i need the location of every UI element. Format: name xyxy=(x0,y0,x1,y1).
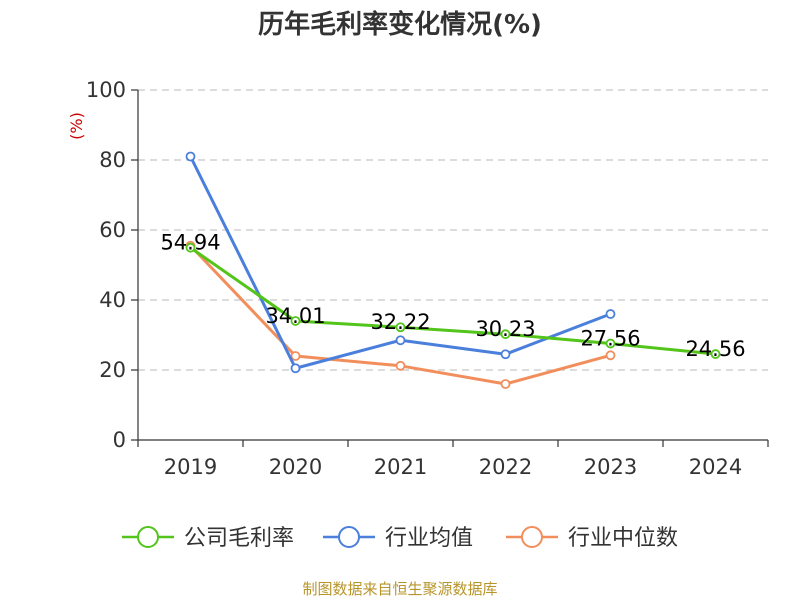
chart-title: 历年毛利率变化情况(%) xyxy=(258,10,542,40)
series-1-point-2024 xyxy=(710,349,721,359)
x-tick-label-2023: 2023 xyxy=(584,455,637,479)
series-2-point-2021 xyxy=(395,335,406,346)
axes: 0 20 40 60 80 100 2019 2020 2021 2022 2023 2024 xyxy=(86,78,769,479)
x-tick-label-2019: 2019 xyxy=(164,455,217,479)
x-tick-label-2024: 2024 xyxy=(689,455,742,479)
data-label-2024: 24.56 xyxy=(685,337,745,361)
legend-item-1[interactable]: 公司毛利率 xyxy=(122,526,294,551)
series-3-point-2021 xyxy=(395,360,406,371)
series-2-point-2020 xyxy=(290,363,301,374)
y-tick-label: 40 xyxy=(99,288,126,312)
legend-marker xyxy=(338,526,360,548)
legend-item-2[interactable]: 行业均值 xyxy=(323,526,473,551)
legend-label: 行业中位数 xyxy=(568,526,678,551)
source-footer: 制图数据来自恒生聚源数据库 xyxy=(302,580,498,598)
y-tick-label: 60 xyxy=(99,218,126,242)
data-label-2020: 34.01 xyxy=(265,304,325,328)
data-labels: 54.94 34.01 32.22 30.23 27.56 24.56 xyxy=(160,231,745,361)
y-tick-label: 80 xyxy=(99,148,126,172)
series-1-point-2019 xyxy=(185,242,196,253)
x-tick-label-2021: 2021 xyxy=(374,455,427,479)
series-2-point-2022 xyxy=(500,349,511,360)
legend-item-3[interactable]: 行业中位数 xyxy=(506,526,678,551)
series xyxy=(185,151,721,389)
series-3-point-2020 xyxy=(290,351,301,361)
gridlines xyxy=(138,89,768,371)
y-tick-label: 20 xyxy=(99,358,126,382)
series-line-1 xyxy=(189,246,716,356)
y-tick-label: 100 xyxy=(86,78,126,102)
data-label-2022: 30.23 xyxy=(475,317,535,341)
y-tick-label: 0 xyxy=(113,428,126,452)
series-2-point-2019 xyxy=(185,151,196,162)
legend-marker xyxy=(521,526,543,548)
series-1-point-2023 xyxy=(605,338,616,349)
series-1-point-2022 xyxy=(500,329,511,340)
data-label-2021: 32.22 xyxy=(370,310,430,334)
series-2-point-2023 xyxy=(605,309,616,319)
data-label-2023: 27.56 xyxy=(580,327,640,351)
legend-label: 公司毛利率 xyxy=(184,526,294,551)
legend-marker xyxy=(137,526,159,548)
legend[interactable]: 公司毛利率 行业均值 行业中位数 xyxy=(122,526,678,551)
series-3-point-2022 xyxy=(500,379,511,389)
series-1-point-2021 xyxy=(395,322,406,333)
x-tick-label-2020: 2020 xyxy=(269,455,322,479)
data-label-2019: 54.94 xyxy=(160,231,220,255)
legend-label: 行业均值 xyxy=(385,526,473,551)
x-tick-label-2022: 2022 xyxy=(479,455,532,479)
series-1-point-2020 xyxy=(290,316,301,326)
series-3-point-2023 xyxy=(605,350,616,361)
y-unit-label: (%) xyxy=(67,112,86,140)
